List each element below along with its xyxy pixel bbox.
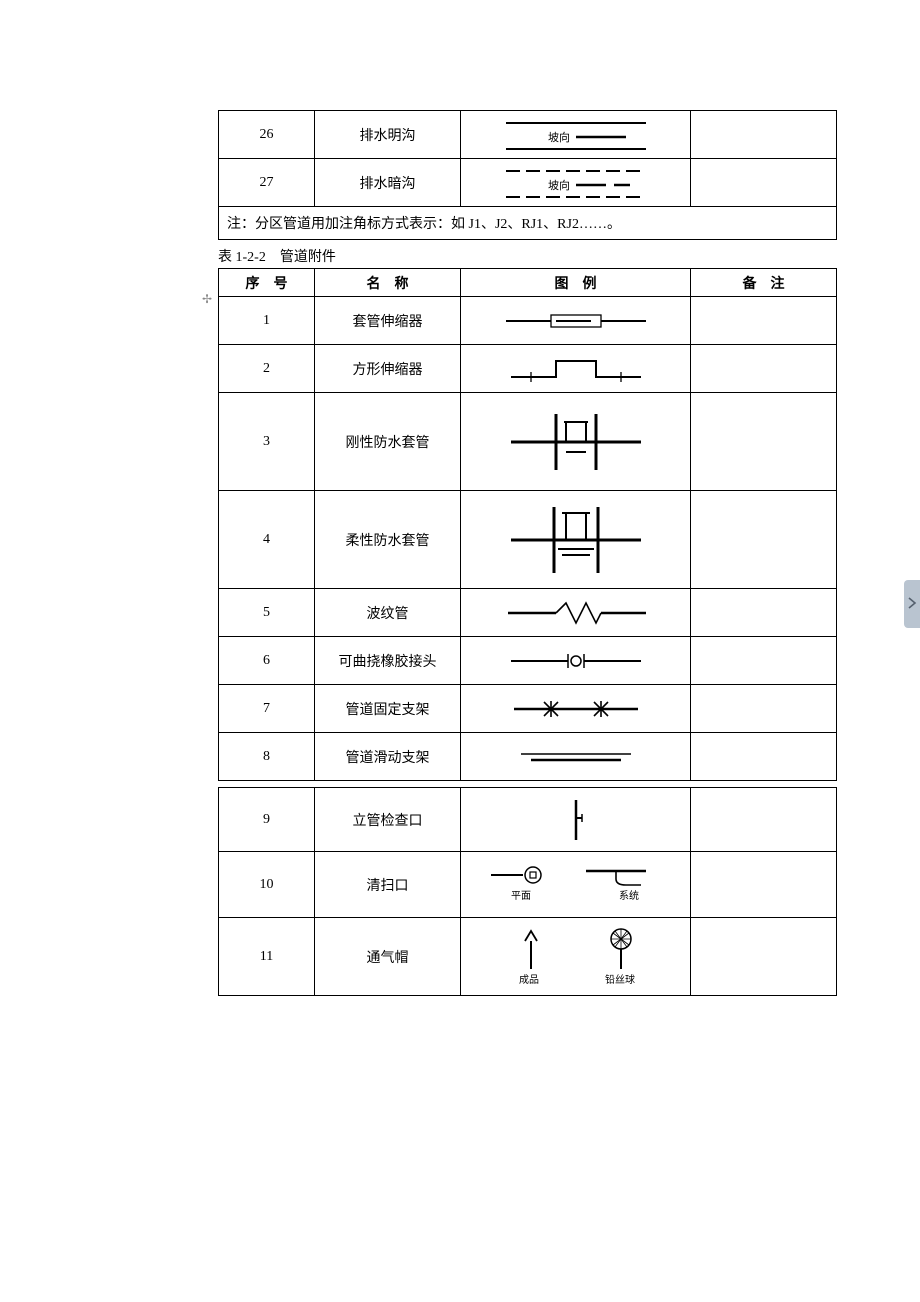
cell-sym [461,393,691,491]
cell-num: 6 [219,637,315,685]
symbol-rigid-sleeve [496,402,656,482]
table-row: 4 柔性防水套管 [219,491,837,589]
table-row: 9 立管检查口 [219,788,837,852]
symbol-riser-check [516,794,636,846]
cell-sym [461,345,691,393]
cell-note [691,159,837,207]
cell-note [691,788,837,852]
cell-name: 柔性防水套管 [315,491,461,589]
cell-sym: 坡向 [461,111,691,159]
sub-label-product: 成品 [519,974,539,986]
symbol-fixed-support [496,696,656,722]
cell-sym: 成品 铅丝球 [461,918,691,996]
table-row: 5 波纹管 [219,589,837,637]
cell-name: 排水暗沟 [315,159,461,207]
cell-name: 立管检查口 [315,788,461,852]
table-row: 7 管道固定支架 [219,685,837,733]
table-row: 8 管道滑动支架 [219,733,837,781]
th-num: 序 号 [219,269,315,297]
symbol-rubber-joint [496,648,656,674]
cell-note [691,345,837,393]
symbol-flex-sleeve [496,497,656,583]
cell-num: 1 [219,297,315,345]
side-tab[interactable] [904,580,920,628]
anchor-mark-icon: ✢ [202,292,212,307]
th-sym: 图 例 [461,269,691,297]
table-row: 10 清扫口 平面 系统 [219,852,837,918]
table-row: 26 排水明沟 坡向 [219,111,837,159]
cell-name: 清扫口 [315,852,461,918]
chevron-right-icon [907,596,917,610]
th-name: 名 称 [315,269,461,297]
cell-num: 10 [219,852,315,918]
cell-name: 刚性防水套管 [315,393,461,491]
table-note-row: 注：分区管道用加注角标方式表示：如 J1、J2、RJ1、RJ2……。 [219,207,837,240]
cell-sym [461,589,691,637]
cell-note [691,491,837,589]
th-note: 备 注 [691,269,837,297]
sub-label-sys: 系统 [619,889,639,902]
cell-sym [461,637,691,685]
cell-note [691,852,837,918]
cell-sym: 坡向 [461,159,691,207]
table-row: 27 排水暗沟 坡向 [219,159,837,207]
symbol-square-expansion [496,351,656,387]
sub-label-wireball: 铅丝球 [605,973,635,986]
symbol-vent-cap: 成品 铅丝球 [471,923,681,991]
table-row: 6 可曲挠橡胶接头 [219,637,837,685]
sub-label-plan: 平面 [511,891,531,902]
cell-num: 9 [219,788,315,852]
table-122-a: 序 号 名 称 图 例 备 注 1 套管伸缩器 [218,268,837,781]
cell-num: 11 [219,918,315,996]
table-top-continued: 26 排水明沟 坡向 27 排水暗沟 [218,110,837,240]
cell-name: 波纹管 [315,589,461,637]
cell-num: 26 [219,111,315,159]
cell-sym [461,733,691,781]
symbol-cleanout: 平面 系统 [471,857,681,913]
table-row: 11 通气帽 成品 [219,918,837,996]
symbol-bellows [496,598,656,628]
cell-sym [461,685,691,733]
cell-num: 5 [219,589,315,637]
cell-note [691,297,837,345]
cell-name: 可曲挠橡胶接头 [315,637,461,685]
symbol-sliding-support [496,744,656,770]
table-row: 3 刚性防水套管 [219,393,837,491]
cell-note [691,111,837,159]
cell-note [691,733,837,781]
cell-sym: 平面 系统 [461,852,691,918]
cell-name: 套管伸缩器 [315,297,461,345]
cell-note [691,589,837,637]
cell-note [691,637,837,685]
cell-num: 27 [219,159,315,207]
cell-name: 排水明沟 [315,111,461,159]
cell-sym [461,788,691,852]
cell-name: 方形伸缩器 [315,345,461,393]
cell-num: 3 [219,393,315,491]
cell-name: 管道固定支架 [315,685,461,733]
sub-label: 坡向 [548,130,570,144]
table-122-b: 9 立管检查口 10 清扫口 [218,787,837,996]
cell-num: 2 [219,345,315,393]
cell-note [691,393,837,491]
cell-name: 通气帽 [315,918,461,996]
table-note: 注：分区管道用加注角标方式表示：如 J1、J2、RJ1、RJ2……。 [219,207,837,240]
cell-num: 8 [219,733,315,781]
symbol-open-drainage: 坡向 [486,115,666,155]
cell-sym [461,297,691,345]
table-caption: 表 1-2-2 管道附件 [218,246,836,266]
table-row: 1 套管伸缩器 [219,297,837,345]
cell-num: 7 [219,685,315,733]
sub-label: 坡向 [548,178,570,192]
symbol-sleeve-expansion [496,307,656,335]
cell-note [691,918,837,996]
table-header-row: 序 号 名 称 图 例 备 注 [219,269,837,297]
cell-sym [461,491,691,589]
cell-name: 管道滑动支架 [315,733,461,781]
cell-num: 4 [219,491,315,589]
symbol-covered-drainage: 坡向 [486,163,666,203]
table-row: 2 方形伸缩器 [219,345,837,393]
cell-note [691,685,837,733]
